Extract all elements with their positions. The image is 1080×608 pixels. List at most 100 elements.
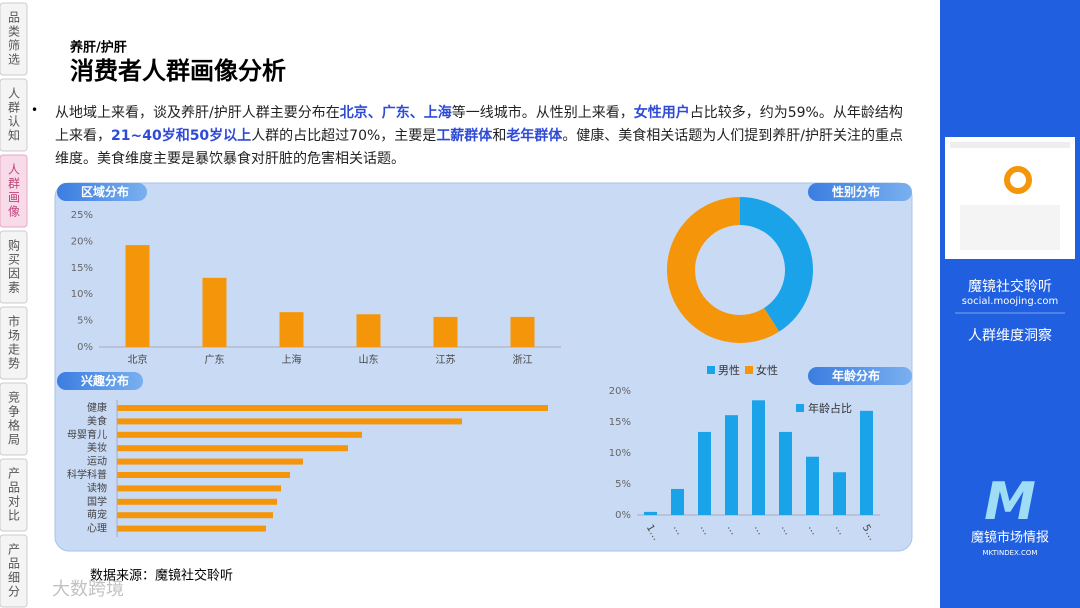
bar bbox=[671, 488, 684, 515]
section-pill bbox=[57, 372, 143, 390]
section-pill bbox=[808, 183, 912, 201]
y-tick-label: 国学 bbox=[87, 495, 107, 508]
x-tick-label: 北京 bbox=[128, 353, 148, 366]
title: 消费者人群画像分析 bbox=[70, 57, 286, 85]
bar bbox=[698, 431, 711, 515]
sidebar-tab[interactable] bbox=[0, 458, 28, 532]
sidebar-tab[interactable] bbox=[0, 534, 28, 608]
x-tick-label: … bbox=[698, 523, 713, 537]
y-tick-label: 0% bbox=[615, 510, 631, 521]
logo: M bbox=[984, 472, 1036, 532]
legend-swatch bbox=[796, 404, 804, 412]
summary-segment: 女性用户 bbox=[633, 105, 690, 121]
sidebar-tab[interactable] bbox=[0, 154, 28, 228]
subtitle: 养肝/护肝 bbox=[69, 40, 127, 56]
x-tick-label: 山东 bbox=[359, 353, 379, 366]
y-tick-label: 美妆 bbox=[87, 441, 107, 454]
section-title: 年龄分布 bbox=[832, 368, 880, 383]
sidebar-tab-label: 竞争格局 bbox=[7, 391, 21, 447]
bar bbox=[833, 472, 846, 515]
summary-segment: 21~40岁和50岁以上 bbox=[111, 128, 252, 144]
y-tick-label: 10% bbox=[609, 448, 631, 459]
url: social.moojing.com bbox=[962, 296, 1058, 307]
bar bbox=[752, 400, 765, 515]
x-tick-label: … bbox=[806, 523, 821, 537]
bar bbox=[279, 312, 304, 347]
bar bbox=[644, 511, 657, 515]
y-tick-label: 25% bbox=[71, 210, 93, 221]
x-tick-label: … bbox=[752, 523, 767, 537]
x-tick-label: 广东 bbox=[205, 353, 225, 366]
sidebar-tab-label: 产品对比 bbox=[7, 467, 21, 523]
bar bbox=[725, 415, 738, 515]
thumb-map bbox=[960, 205, 1060, 250]
y-tick-label: 10% bbox=[71, 289, 93, 300]
y-tick-label: 运动 bbox=[87, 456, 107, 468]
legend-label: 年龄占比 bbox=[808, 401, 852, 415]
bar bbox=[510, 316, 535, 347]
y-tick-label: 0% bbox=[77, 342, 93, 353]
sidebar-tab-label: 人群画像 bbox=[7, 163, 21, 219]
bar bbox=[117, 512, 273, 519]
section-title: 性别分布 bbox=[831, 184, 880, 199]
bar bbox=[117, 472, 290, 478]
sidebar-tab[interactable] bbox=[0, 2, 28, 76]
y-tick-label: 科学科普 bbox=[67, 468, 107, 481]
summary-segment: 人群的占比超过70%，主要是 bbox=[251, 128, 437, 144]
bar bbox=[117, 418, 462, 425]
bar bbox=[125, 245, 150, 347]
sidebar-tab[interactable] bbox=[0, 382, 28, 456]
summary-segment: 从地域上来看，谈及养肝/护肝人群主要分布在 bbox=[55, 105, 340, 121]
section-pill bbox=[808, 367, 912, 385]
bar bbox=[117, 445, 348, 452]
bar bbox=[860, 410, 873, 515]
y-tick-label: 萌宠 bbox=[87, 508, 107, 521]
bullet: • bbox=[31, 103, 39, 117]
x-tick-label: … bbox=[833, 523, 848, 537]
section-pill bbox=[57, 183, 147, 201]
summary-segment: 工薪群体 bbox=[436, 128, 493, 144]
y-tick-label: 15% bbox=[609, 417, 631, 428]
y-tick-label: 5% bbox=[615, 479, 631, 490]
y-tick-label: 读物 bbox=[87, 481, 107, 494]
section-title: 兴趣分布 bbox=[81, 373, 129, 388]
sidebar-tab-label: 产品细分 bbox=[7, 543, 21, 599]
x-tick-label: … bbox=[725, 523, 740, 537]
side-panel bbox=[940, 0, 1080, 608]
summary-segment: 等一线城市。从性别上来看， bbox=[451, 105, 634, 121]
y-tick-label: 健康 bbox=[87, 401, 107, 414]
bar bbox=[117, 525, 266, 532]
legend-label: 男性 bbox=[718, 363, 740, 377]
brand: 魔镜社交聆听 bbox=[968, 278, 1052, 295]
bar bbox=[433, 316, 458, 347]
sidebar-tab-label: 品类筛选 bbox=[7, 11, 21, 67]
legend-label: 女性 bbox=[756, 363, 778, 377]
bar bbox=[117, 431, 362, 438]
x-tick-label: 江苏 bbox=[436, 353, 456, 366]
bar bbox=[806, 456, 819, 515]
sidebar-tab[interactable] bbox=[0, 230, 28, 304]
x-tick-label: 上海 bbox=[282, 353, 302, 366]
legend-swatch bbox=[745, 366, 753, 374]
y-tick-label: 20% bbox=[71, 236, 93, 247]
sidebar-tab[interactable] bbox=[0, 306, 28, 380]
bar bbox=[779, 431, 792, 515]
x-tick-label: … bbox=[671, 523, 686, 537]
summary-segment: 占比较多，约为59%。从年龄结构上来看， bbox=[55, 105, 903, 144]
logo-url: MKTINDEX.COM bbox=[983, 549, 1038, 557]
bar bbox=[356, 314, 381, 347]
bar bbox=[202, 277, 227, 347]
summary-segment: 老年群体 bbox=[506, 128, 563, 144]
thumb-donut bbox=[1004, 166, 1032, 194]
x-tick-label: … bbox=[779, 523, 794, 537]
sidebar-tab[interactable] bbox=[0, 78, 28, 152]
summary-segment: 。健康、美食相关话题为人们提到养肝/护肝关注的重点维度。美食维度主要是暴饮暴食对… bbox=[55, 128, 904, 167]
y-tick-label: 母婴育儿 bbox=[67, 428, 107, 441]
logo-name: 魔镜市场情报 bbox=[971, 530, 1049, 546]
bar bbox=[117, 485, 281, 492]
bar bbox=[117, 498, 277, 505]
y-tick-label: 5% bbox=[77, 316, 93, 327]
section-title: 区域分布 bbox=[81, 184, 129, 199]
y-tick-label: 心理 bbox=[87, 523, 107, 535]
